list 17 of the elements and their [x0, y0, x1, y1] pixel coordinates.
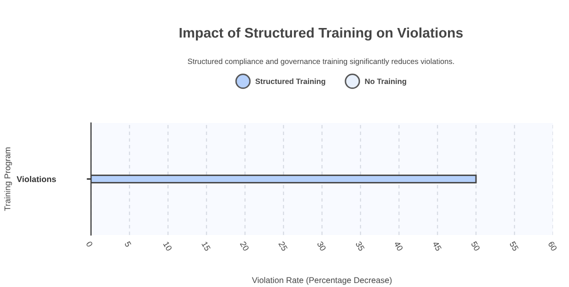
x-tick-label: 10 — [163, 241, 172, 252]
x-tick-label: 35 — [355, 240, 365, 252]
x-tick-label: 45 — [432, 240, 442, 252]
x-tick-label: 20 — [240, 241, 250, 252]
x-tick-label: 55 — [509, 240, 519, 252]
x-tick-label: 50 — [470, 240, 480, 252]
y-tick-label: Violations — [16, 176, 56, 182]
x-tick-label: 15 — [202, 241, 211, 252]
x-tick-label: 5 — [124, 240, 132, 248]
x-tick-label: 30 — [316, 240, 326, 252]
x-axis-title: Violation Rate (Percentage Decrease) — [252, 277, 392, 285]
x-tick-label: 0 — [86, 240, 93, 248]
x-tick-label: 25 — [278, 241, 288, 252]
x-tick-label: 60 — [548, 241, 558, 252]
y-axis-title: Training Program — [4, 148, 12, 211]
chart-title: Impact of Structured Training on Violations — [180, 27, 463, 41]
x-tick-label: 40 — [394, 240, 404, 252]
